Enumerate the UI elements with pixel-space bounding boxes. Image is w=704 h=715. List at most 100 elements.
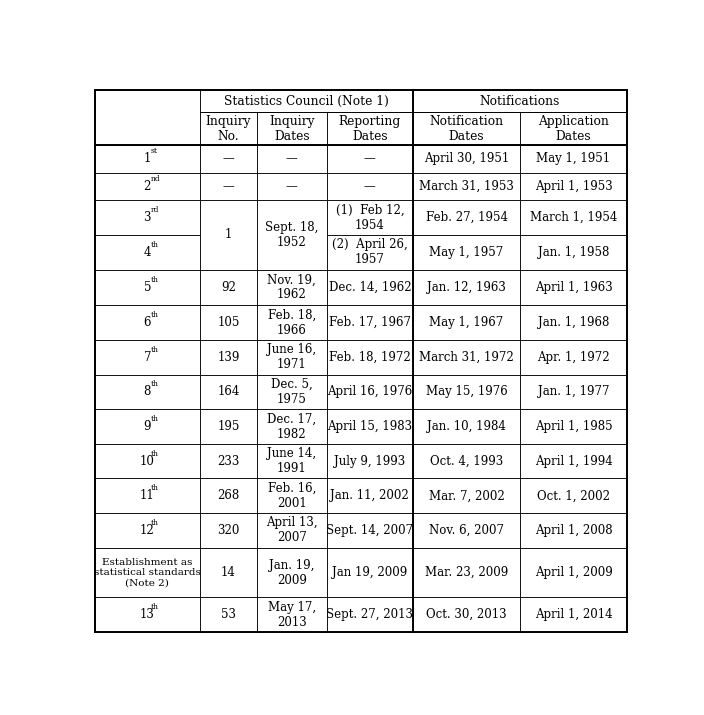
Bar xyxy=(200,597,257,632)
Text: April 15, 1983: April 15, 1983 xyxy=(327,420,413,433)
Bar xyxy=(327,200,413,235)
Text: 320: 320 xyxy=(218,524,239,537)
Bar xyxy=(257,305,327,340)
Text: April 1, 2014: April 1, 2014 xyxy=(535,608,612,621)
Text: May 1, 1951: May 1, 1951 xyxy=(536,152,610,165)
Bar xyxy=(200,200,257,270)
Text: Apr. 1, 1972: Apr. 1, 1972 xyxy=(537,351,610,364)
Text: Dec. 14, 1962: Dec. 14, 1962 xyxy=(329,281,411,294)
Bar xyxy=(94,444,200,478)
Text: April 1, 1953: April 1, 1953 xyxy=(534,180,612,193)
Text: Statistics Council (Note 1): Statistics Council (Note 1) xyxy=(224,94,389,108)
Text: 8: 8 xyxy=(144,385,151,398)
Text: June 14,
1991: June 14, 1991 xyxy=(268,447,316,475)
Text: 268: 268 xyxy=(218,489,239,503)
Text: Oct. 30, 2013: Oct. 30, 2013 xyxy=(426,608,507,621)
Bar xyxy=(94,375,200,409)
Text: April 1, 1963: April 1, 1963 xyxy=(534,281,612,294)
Bar xyxy=(327,112,413,145)
Bar xyxy=(200,112,257,145)
Text: 7: 7 xyxy=(144,351,151,364)
Text: 11: 11 xyxy=(140,489,155,503)
Text: th: th xyxy=(151,484,158,493)
Bar xyxy=(94,173,200,200)
Bar xyxy=(200,548,257,597)
Text: Feb. 17, 1967: Feb. 17, 1967 xyxy=(329,316,411,329)
Bar xyxy=(94,513,200,548)
Text: June 16,
1971: June 16, 1971 xyxy=(268,343,316,371)
Text: Feb. 16,
2001: Feb. 16, 2001 xyxy=(268,482,316,510)
Bar xyxy=(327,270,413,305)
Bar xyxy=(327,173,413,200)
Text: Jan 19, 2009: Jan 19, 2009 xyxy=(332,566,408,579)
Text: —: — xyxy=(364,180,376,193)
Text: rd: rd xyxy=(151,206,159,214)
Bar xyxy=(327,478,413,513)
Text: Inquiry
Dates: Inquiry Dates xyxy=(269,114,315,143)
Text: Sept. 27, 2013: Sept. 27, 2013 xyxy=(327,608,413,621)
Text: April 16, 1976: April 16, 1976 xyxy=(327,385,413,398)
Bar xyxy=(94,200,200,235)
Bar xyxy=(520,444,627,478)
Text: th: th xyxy=(151,311,158,319)
Text: th: th xyxy=(151,603,158,611)
Text: Establishment as
statistical standards
(Note 2): Establishment as statistical standards (… xyxy=(94,558,201,588)
Bar xyxy=(94,90,200,145)
Bar xyxy=(413,375,520,409)
Bar xyxy=(327,409,413,444)
Bar xyxy=(257,112,327,145)
Bar xyxy=(94,409,200,444)
Bar xyxy=(200,270,257,305)
Text: Dec. 17,
1982: Dec. 17, 1982 xyxy=(268,413,316,440)
Bar xyxy=(327,305,413,340)
Text: —: — xyxy=(286,180,298,193)
Text: Jan. 1, 1958: Jan. 1, 1958 xyxy=(538,246,609,259)
Bar xyxy=(200,145,257,173)
Text: Jan. 12, 1963: Jan. 12, 1963 xyxy=(427,281,506,294)
Bar xyxy=(94,270,200,305)
Text: st: st xyxy=(151,147,158,155)
Text: th: th xyxy=(151,450,158,458)
Text: Jan. 10, 1984: Jan. 10, 1984 xyxy=(427,420,506,433)
Text: April 1, 2009: April 1, 2009 xyxy=(534,566,612,579)
Bar xyxy=(257,173,327,200)
Text: 10: 10 xyxy=(140,455,155,468)
Bar xyxy=(413,305,520,340)
Bar xyxy=(413,340,520,375)
Text: nd: nd xyxy=(151,175,161,183)
Text: —: — xyxy=(364,152,376,165)
Text: Sept. 18,
1952: Sept. 18, 1952 xyxy=(265,221,318,249)
Text: April 1, 1985: April 1, 1985 xyxy=(535,420,612,433)
Bar xyxy=(413,597,520,632)
Text: —: — xyxy=(286,152,298,165)
Text: May 1, 1957: May 1, 1957 xyxy=(429,246,503,259)
Text: 5: 5 xyxy=(144,281,151,294)
Bar xyxy=(257,444,327,478)
Text: th: th xyxy=(151,519,158,527)
Bar xyxy=(520,340,627,375)
Text: (1)  Feb 12,
1954: (1) Feb 12, 1954 xyxy=(336,204,404,232)
Bar xyxy=(94,145,200,173)
Bar xyxy=(520,409,627,444)
Text: th: th xyxy=(151,415,158,423)
Text: Inquiry
No.: Inquiry No. xyxy=(206,114,251,143)
Bar xyxy=(327,548,413,597)
Bar xyxy=(520,200,627,235)
Bar xyxy=(327,597,413,632)
Text: March 1, 1954: March 1, 1954 xyxy=(530,211,617,224)
Bar xyxy=(94,478,200,513)
Bar xyxy=(327,340,413,375)
Bar xyxy=(257,200,327,270)
Bar xyxy=(327,513,413,548)
Bar xyxy=(327,375,413,409)
Bar xyxy=(413,478,520,513)
Bar xyxy=(520,597,627,632)
Text: May 1, 1967: May 1, 1967 xyxy=(429,316,503,329)
Text: Sept. 14, 2007: Sept. 14, 2007 xyxy=(326,524,413,537)
Text: April 1, 1994: April 1, 1994 xyxy=(534,455,612,468)
Bar xyxy=(200,173,257,200)
Bar xyxy=(257,478,327,513)
Bar xyxy=(520,305,627,340)
Bar xyxy=(200,375,257,409)
Bar xyxy=(257,548,327,597)
